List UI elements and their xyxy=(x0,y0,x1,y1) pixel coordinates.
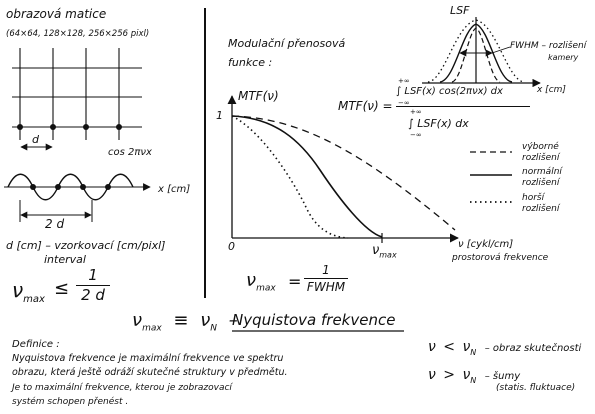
formula-numerator: ∫ LSF(x) cos(2πνx) dx xyxy=(396,86,503,97)
definition-heading: Definice : xyxy=(12,339,60,350)
d-definition: d [cm] – vzorkovací [cm/pixl] xyxy=(6,239,166,252)
mtf-x-axis-label2: prostorová frekvence xyxy=(452,253,549,263)
definition-line4: systém schopen přenést . xyxy=(12,397,129,407)
mtf-y-axis-label: MTF(ν) xyxy=(238,89,279,103)
definition-line3: Je to maximální frekvence, kterou je zob… xyxy=(12,383,232,393)
formula-fraction-bar xyxy=(396,106,530,107)
fwhm-label2: kamery xyxy=(548,53,579,62)
legend-poor-1: horší xyxy=(522,193,545,203)
fwhm-eq-lhs: νmax xyxy=(246,270,276,294)
formula-upper-limit-1: +∞ xyxy=(398,77,410,85)
formula-denominator: ∫ LSF(x) dx xyxy=(408,117,469,130)
formula-lhs: MTF(ν) = xyxy=(338,99,393,113)
period-label: 2 d xyxy=(45,217,65,231)
curve-poor xyxy=(231,115,349,239)
mtf-origin: 0 xyxy=(228,240,235,253)
grid-spacing-label: d xyxy=(32,133,39,146)
nyquist-equation: νmax ≡ νN – xyxy=(132,310,238,334)
sample-points xyxy=(17,124,122,130)
nyquist-title: Nyquistova frekvence xyxy=(232,311,396,329)
legend-excellent-1: výborné xyxy=(522,142,559,152)
sine-wave xyxy=(7,173,134,201)
lsf-medium xyxy=(439,23,513,83)
matrix-title: obrazová matice xyxy=(6,7,107,21)
matrix-sizes: (64×64, 128×128, 256×256 pixl) xyxy=(6,29,150,39)
lsf-x-axis-label: x [cm] xyxy=(537,85,566,95)
mtf-x-tick: νmax xyxy=(372,243,397,260)
mtf-x-axis-label: ν [cykl/cm] xyxy=(458,239,514,250)
condition-real: ν < νN – obraz skutečnosti xyxy=(428,339,582,357)
fwhm-label: FWHM – rozlišení xyxy=(510,41,587,51)
formula-upper-limit-2: +∞ xyxy=(410,108,422,116)
definition-line1: Nyquistova frekvence je maximální frekve… xyxy=(12,353,284,364)
mtf-heading-line2: funkce : xyxy=(228,56,273,69)
condition-noise: ν > νN – šumy xyxy=(428,367,521,385)
fwhm-fraction: 1 FWHM xyxy=(304,264,348,293)
definition-line2: obrazu, která ještě odráží skutečné stru… xyxy=(12,367,288,378)
mtf-heading-line1: Modulační přenosová xyxy=(228,37,346,50)
image-matrix-grid xyxy=(12,48,142,140)
legend-normal-2: rozlišení xyxy=(522,178,560,188)
d-definition-line2: interval xyxy=(44,253,86,266)
nu-max-fraction: 1 2 d xyxy=(76,268,110,303)
wave-samples xyxy=(30,184,111,190)
legend-poor-2: rozlišení xyxy=(522,204,560,214)
formula-lower-limit-1: −∞ xyxy=(398,99,410,107)
nu-max-rel: ≤ xyxy=(54,278,70,299)
formula-lower-limit-2: −∞ xyxy=(410,131,422,139)
lsf-y-axis-label: LSF xyxy=(450,4,470,17)
wave-axis-label: x [cm] xyxy=(158,184,191,195)
legend-excellent-2: rozlišení xyxy=(522,153,560,163)
fwhm-eq-rel: = xyxy=(288,272,302,291)
wave-label: cos 2πνx xyxy=(108,147,152,158)
nu-max-lhs: νmax xyxy=(12,278,45,305)
condition-noise-note: (statis. fluktuace) xyxy=(496,383,576,393)
curve-excellent xyxy=(231,115,456,231)
mtf-y-tick: 1 xyxy=(216,109,223,122)
legend-normal-1: normální xyxy=(522,167,562,177)
lsf-narrow xyxy=(451,27,501,83)
curve-normal xyxy=(231,115,383,238)
